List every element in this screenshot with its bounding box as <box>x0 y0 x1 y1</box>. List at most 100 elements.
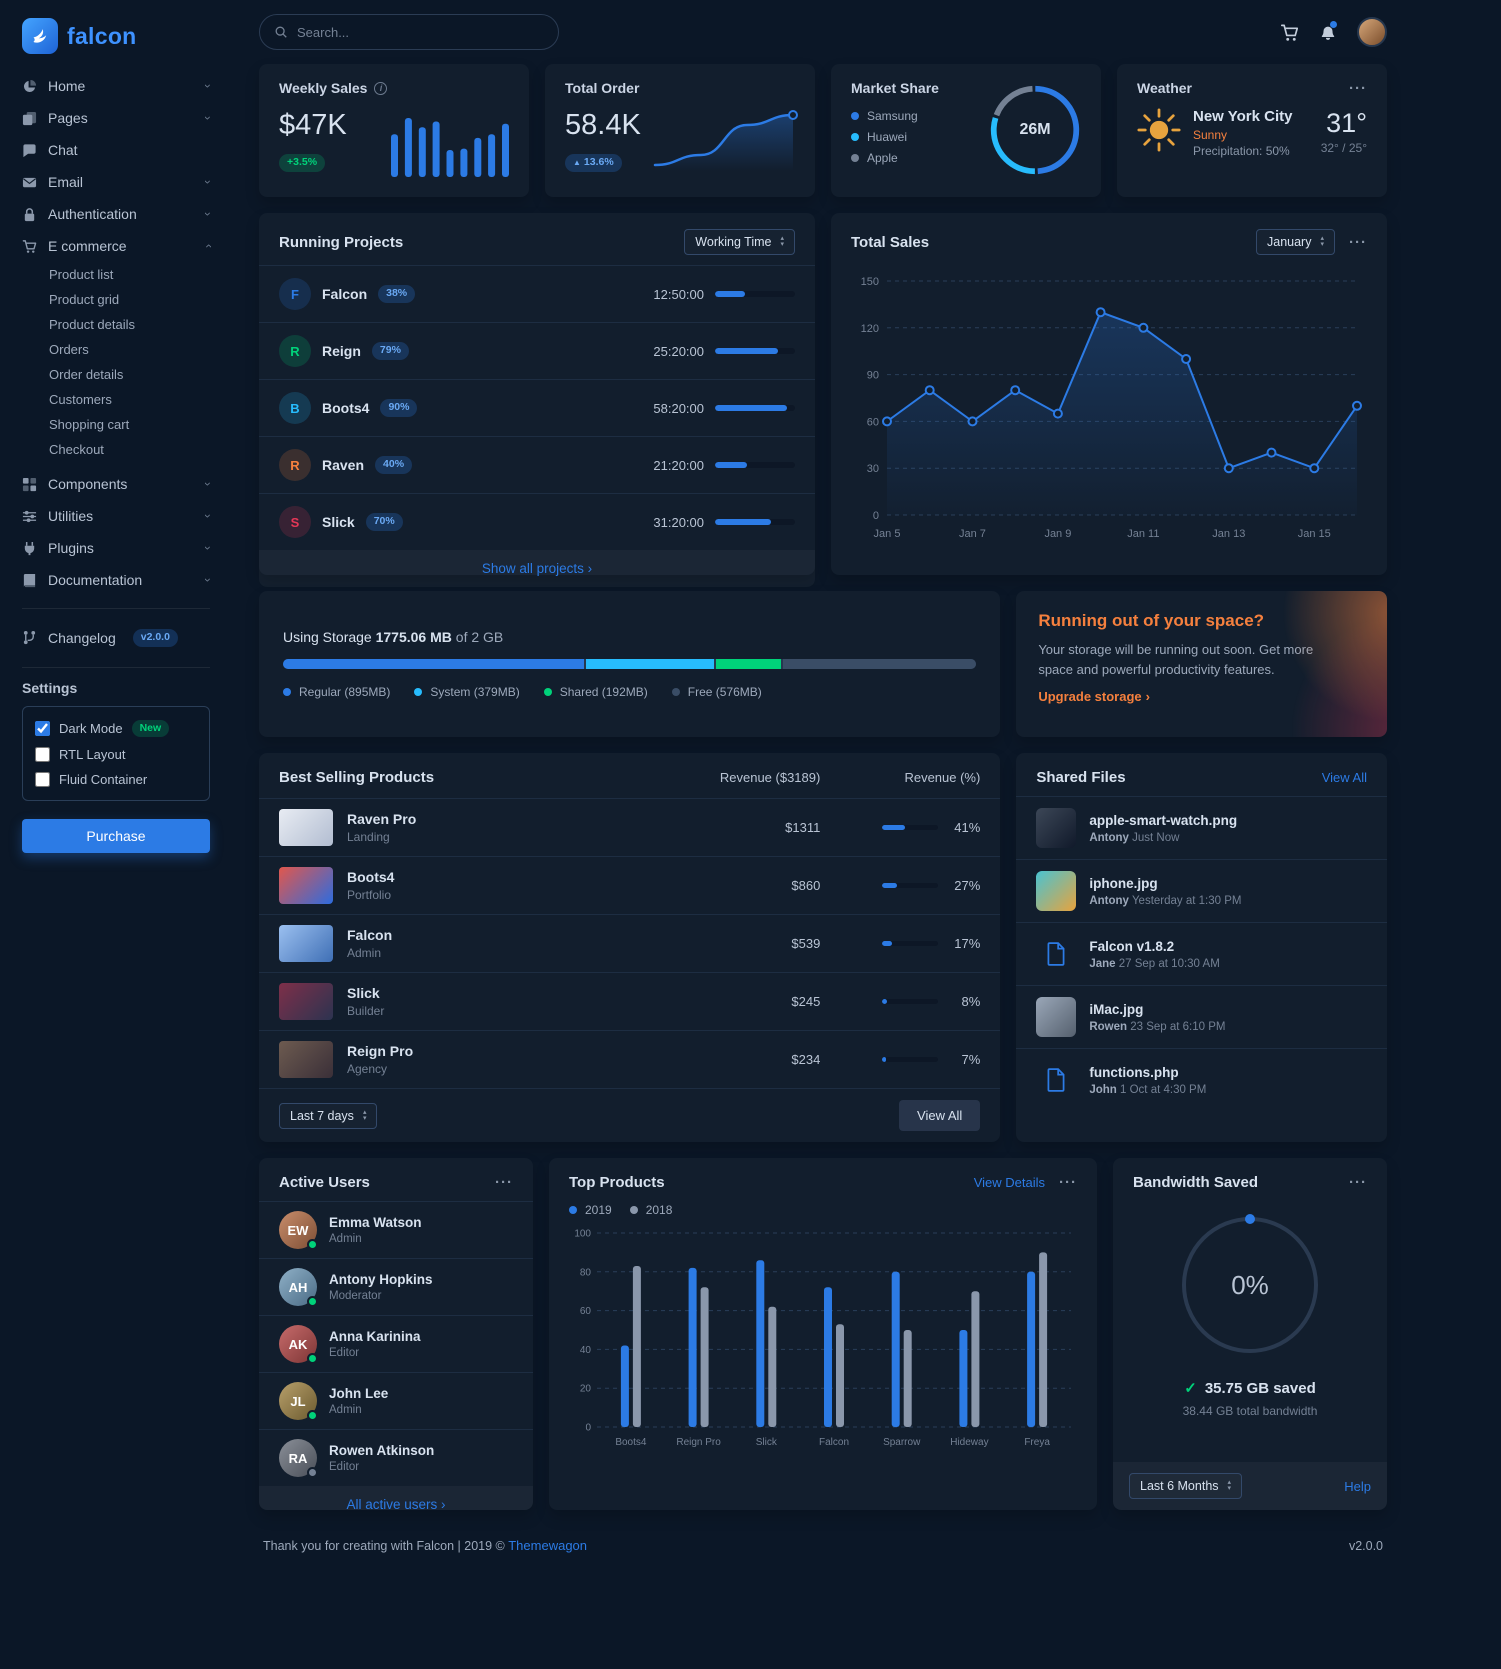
sidebar-item-utilities[interactable]: Utilities › <box>22 500 215 532</box>
sidebar-item-documentation[interactable]: Documentation › <box>22 564 215 596</box>
file-name[interactable]: iphone.jpg <box>1089 876 1158 891</box>
card-menu-icon[interactable]: ··· <box>1059 1174 1077 1191</box>
plug-icon <box>22 541 37 556</box>
fluid-checkbox[interactable] <box>35 772 50 788</box>
sidebar-item-changelog[interactable]: Changelog v2.0.0 <box>22 621 210 655</box>
cart-button[interactable] <box>1280 23 1299 42</box>
project-name[interactable]: Slick <box>322 514 355 530</box>
sidebar-item-plugins[interactable]: Plugins › <box>22 532 215 564</box>
card-menu-icon[interactable]: ··· <box>1349 79 1367 97</box>
sidebar-subitem[interactable]: Orders <box>49 342 89 357</box>
help-link[interactable]: Help <box>1344 1478 1371 1494</box>
notifications-button[interactable] <box>1319 21 1337 41</box>
last-6-months-select[interactable]: Last 6 Months ▴ ▾ <box>1129 1473 1243 1499</box>
product-thumbnail[interactable] <box>279 809 333 846</box>
project-name[interactable]: Raven <box>322 457 365 473</box>
sidebar-item-components[interactable]: Components › <box>22 468 215 500</box>
file-time: 23 Sep at 6:10 PM <box>1130 1021 1226 1033</box>
project-avatar: F <box>279 278 311 310</box>
product-name[interactable]: Slick <box>347 985 380 1001</box>
notification-dot <box>1330 21 1337 28</box>
file-name[interactable]: Falcon v1.8.2 <box>1089 939 1175 954</box>
sidebar-subitem[interactable]: Shopping cart <box>49 417 130 432</box>
show-all-projects-link[interactable]: Show all projects › <box>481 561 593 576</box>
product-thumbnail[interactable] <box>279 925 333 962</box>
product-name[interactable]: Falcon <box>347 927 393 943</box>
falcon-logo[interactable]: falcon <box>22 14 210 70</box>
product-revenue: $1311 <box>785 820 821 835</box>
card-menu-icon[interactable]: ··· <box>1349 1174 1367 1191</box>
sidebar-subitem[interactable]: Product grid <box>49 292 120 307</box>
sidebar-item-email[interactable]: Email › <box>22 166 215 198</box>
user-name[interactable]: Anna Karinina <box>329 1329 421 1344</box>
product-thumbnail[interactable] <box>279 867 333 904</box>
avatar[interactable]: AH <box>279 1268 318 1307</box>
product-name[interactable]: Raven Pro <box>347 811 417 827</box>
product-thumbnail[interactable] <box>279 1041 333 1078</box>
storage-progress-bar <box>283 659 977 669</box>
sidebar-subitem[interactable]: Order details <box>49 367 124 382</box>
user-name[interactable]: John Lee <box>329 1386 389 1401</box>
product-name[interactable]: Reign Pro <box>347 1043 414 1059</box>
file-time: Yesterday at 1:30 PM <box>1131 895 1242 907</box>
legend-label: Shared (192MB) <box>559 685 648 699</box>
user-name[interactable]: Rowen Atkinson <box>329 1443 435 1458</box>
user-avatar[interactable] <box>1357 17 1387 47</box>
card-menu-icon[interactable]: ··· <box>1349 233 1367 251</box>
avatar[interactable]: EW <box>279 1211 318 1250</box>
product-name[interactable]: Boots4 <box>347 869 395 885</box>
sidebar-item-chat[interactable]: Chat <box>22 134 210 166</box>
upgrade-storage-link[interactable]: Upgrade storage › <box>1038 689 1150 705</box>
sidebar-subitem[interactable]: Checkout <box>49 442 104 457</box>
dark-mode-checkbox[interactable] <box>35 720 50 736</box>
weekly-sales-chart <box>391 118 509 177</box>
product-type: Admin <box>347 946 382 960</box>
avatar[interactable]: JL <box>279 1382 318 1421</box>
sidebar-item-pages[interactable]: Pages › <box>22 102 215 134</box>
info-icon[interactable]: i <box>374 81 388 95</box>
themewagon-link[interactable]: Themewagon <box>508 1538 588 1553</box>
month-select[interactable]: January ▴ ▾ <box>1256 229 1335 255</box>
main-area: Weekly Sales i $47K +3.5% Total Order 58.… <box>232 0 1501 1669</box>
project-name[interactable]: Falcon <box>322 286 368 302</box>
sidebar-item-home[interactable]: Home › <box>22 70 215 102</box>
rtl-checkbox[interactable] <box>35 747 50 763</box>
search-input[interactable] <box>297 24 544 40</box>
view-all-link[interactable]: View All <box>1321 770 1367 785</box>
card-menu-icon[interactable]: ··· <box>495 1174 513 1191</box>
file-name[interactable]: iMac.jpg <box>1089 1002 1144 1017</box>
last-7-days-select[interactable]: Last 7 days ▴ ▾ <box>279 1102 378 1129</box>
sidebar-subitem[interactable]: Product list <box>49 267 114 282</box>
file-name[interactable]: functions.php <box>1089 1065 1179 1080</box>
view-details-link[interactable]: View Details <box>973 1175 1045 1190</box>
sidebar-item-ecommerce[interactable]: E commerce › <box>22 230 215 262</box>
working-time-select[interactable]: Working Time ▴ ▾ <box>684 229 795 255</box>
project-name[interactable]: Boots4 <box>322 400 370 416</box>
user-role: Moderator <box>329 1290 382 1302</box>
project-name[interactable]: Reign <box>322 343 361 359</box>
chart-pie-icon <box>22 79 37 94</box>
file-name[interactable]: apple-smart-watch.png <box>1089 813 1238 828</box>
select-arrows-icon: ▴ ▾ <box>362 1108 367 1122</box>
best-selling-card: Best Selling Products Revenue ($3189) Re… <box>259 753 1001 1142</box>
stats-row: Weekly Sales i $47K +3.5% Total Order 58.… <box>259 64 1387 197</box>
search-box[interactable] <box>259 14 559 50</box>
sidebar-item-authentication[interactable]: Authentication › <box>22 198 215 230</box>
avatar[interactable]: RA <box>279 1439 318 1478</box>
dark-mode-toggle[interactable]: Dark Mode New <box>35 719 197 738</box>
footer-thanks: Thank you for creating with Falcon | 201… <box>263 1539 509 1553</box>
fluid-container-toggle[interactable]: Fluid Container <box>35 772 197 788</box>
purchase-button[interactable]: Purchase <box>22 819 210 854</box>
product-thumbnail[interactable] <box>279 983 333 1020</box>
sidebar-subitem[interactable]: Customers <box>49 392 112 407</box>
rtl-layout-toggle[interactable]: RTL Layout <box>35 747 197 763</box>
avatar[interactable]: AK <box>279 1325 318 1364</box>
user-name[interactable]: Emma Watson <box>329 1215 422 1230</box>
view-all-button[interactable]: View All <box>899 1100 981 1131</box>
version-badge: v2.0.0 <box>132 629 178 647</box>
all-active-users-link[interactable]: All active users › <box>346 1497 446 1510</box>
user-name[interactable]: Antony Hopkins <box>329 1272 433 1287</box>
user-row: AK Anna Karinina Editor <box>259 1315 533 1372</box>
sidebar-subitem[interactable]: Product details <box>49 317 135 332</box>
svg-text:Sparrow: Sparrow <box>883 1437 921 1448</box>
